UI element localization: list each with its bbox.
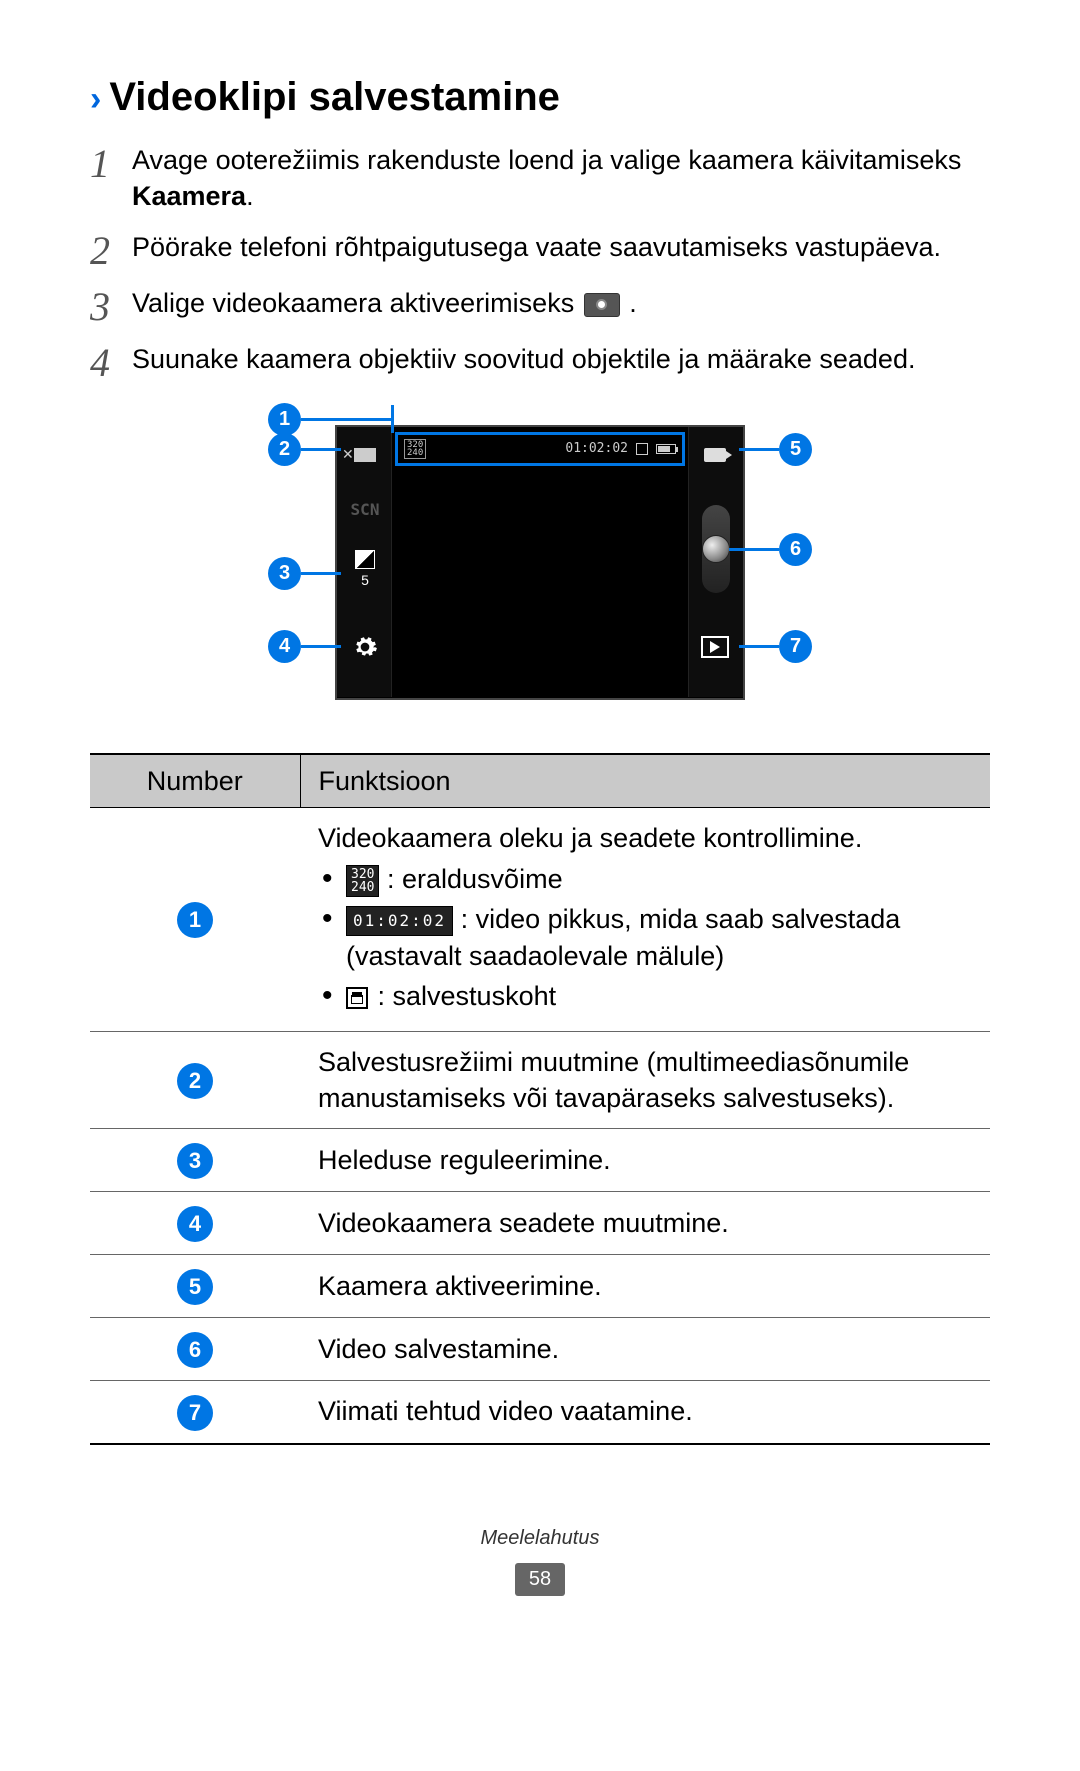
camera-screen — [335, 425, 745, 700]
row-bubble-4: 4 — [177, 1206, 213, 1242]
table-row: 7 Viimati tehtud video vaatamine. — [90, 1380, 990, 1443]
brightness-icon: 5 — [345, 550, 385, 590]
table-row: 4 Videokaamera seadete muutmine. — [90, 1192, 990, 1255]
step-1: 1 Avage ooterežiimis rakenduste loend ja… — [90, 142, 990, 215]
row-bubble-2: 2 — [177, 1063, 213, 1099]
step-number: 1 — [90, 142, 132, 215]
step-2: 2 Pöörake telefoni rõhtpaigutusega vaate… — [90, 229, 990, 271]
row-bubble-7: 7 — [177, 1395, 213, 1431]
recording-mode-icon — [345, 435, 385, 475]
step-number: 3 — [90, 285, 132, 327]
step-body: Valige videokaamera aktiveerimiseks . — [132, 285, 990, 327]
function-table: Number Funktsioon 1 Videokaamera oleku j… — [90, 753, 990, 1445]
callout-4: 4 — [268, 630, 341, 663]
row-bubble-1: 1 — [177, 902, 213, 938]
table-header-number: Number — [90, 754, 300, 808]
row1-lead: Videokaamera oleku ja seadete kontrollim… — [318, 820, 972, 856]
footer-category: Meelelahutus — [90, 1525, 990, 1552]
time-chip-icon: 01:02:02 — [346, 906, 453, 936]
step-3: 3 Valige videokaamera aktiveerimiseks . — [90, 285, 990, 327]
table-row: 3 Heleduse reguleerimine. — [90, 1129, 990, 1192]
step-4: 4 Suunake kaamera objektiiv soovitud obj… — [90, 341, 990, 383]
step-number: 2 — [90, 229, 132, 271]
callout-3: 3 — [268, 557, 341, 590]
callout-2: 2 — [268, 433, 341, 466]
battery-icon — [656, 444, 676, 454]
section-heading: › Videoklipi salvestamine — [90, 70, 990, 124]
step-number: 4 — [90, 341, 132, 383]
row-bubble-5: 5 — [177, 1269, 213, 1305]
callout-1: 1 — [268, 403, 394, 436]
page-number: 58 — [515, 1563, 565, 1596]
camera-top-bar: 320240 01:02:02 — [395, 432, 685, 466]
table-row: 6 Video salvestamine. — [90, 1317, 990, 1380]
step-body: Suunake kaamera objektiiv soovitud objek… — [132, 341, 990, 383]
table-header-function: Funktsioon — [300, 754, 990, 808]
callout-6: 6 — [729, 533, 812, 566]
row-bubble-6: 6 — [177, 1332, 213, 1368]
storage-icon — [346, 987, 368, 1009]
camera-diagram: 320240 01:02:02 SCN 5 1 2 3 4 5 6 7 — [90, 405, 990, 723]
page-footer: Meelelahutus 58 — [90, 1525, 990, 1596]
gear-icon — [345, 627, 385, 667]
record-time: 01:02:02 — [565, 440, 628, 458]
callout-5: 5 — [739, 433, 812, 466]
step-body: Avage ooterežiimis rakenduste loend ja v… — [132, 142, 990, 215]
resolution-chip-icon: 320240 — [346, 865, 379, 897]
camera-mode-icon — [584, 293, 620, 317]
scn-label: SCN — [345, 490, 385, 530]
resolution-indicator: 320240 — [404, 439, 426, 459]
table-row: 1 Videokaamera oleku ja seadete kontroll… — [90, 808, 990, 1031]
shutter-button-icon — [702, 535, 730, 563]
chevron-icon: › — [90, 77, 101, 123]
table-row: 2 Salvestusrežiimi muutmine (multimeedia… — [90, 1031, 990, 1129]
section-title-text: Videoklipi salvestamine — [109, 70, 560, 124]
callout-7: 7 — [739, 630, 812, 663]
step-body: Pöörake telefoni rõhtpaigutusega vaate s… — [132, 229, 990, 271]
camera-switch-icon — [695, 435, 735, 475]
row-bubble-3: 3 — [177, 1143, 213, 1179]
shutter-slider — [702, 505, 730, 593]
playback-icon — [695, 627, 735, 667]
table-row: 5 Kaamera aktiveerimine. — [90, 1255, 990, 1318]
